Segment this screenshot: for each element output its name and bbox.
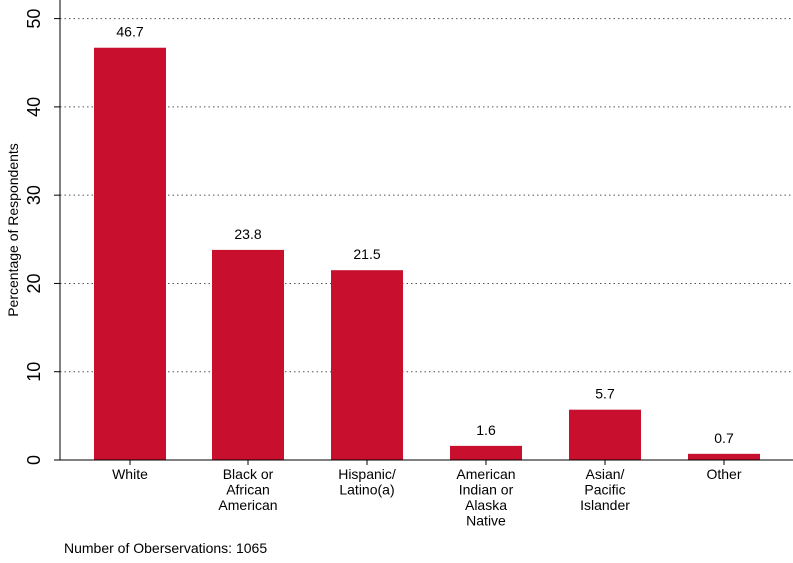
x-tick-label: Hispanic/ [338,466,396,482]
value-label: 46.7 [116,24,143,40]
observations-note: Number of Oberservations: 1065 [64,540,268,556]
value-label: 23.8 [234,226,261,242]
y-tick-labels: 0 10 20 30 40 50 [24,9,44,465]
bar [331,270,403,460]
axes [54,0,793,465]
value-label: 21.5 [353,246,380,262]
x-tick-label: African [226,482,270,498]
gridlines [60,18,793,373]
y-tick-label: 10 [24,362,44,382]
bars [94,47,760,461]
bar [212,249,284,460]
x-tick-label: Asian/ [586,466,625,482]
x-tick-label: Latino(a) [339,482,394,498]
bar [450,445,522,460]
x-tick-label: Islander [580,497,630,513]
x-tick-label: Alaska [465,497,507,513]
bar [569,409,641,460]
y-tick-label: 40 [24,97,44,117]
x-tick-label: Other [706,466,741,482]
y-tick-label: 0 [24,455,44,465]
x-tick-label: White [112,466,148,482]
x-tick-label: Black or [223,466,274,482]
y-axis-label: Percentage of Respondents [5,143,21,317]
bar [94,47,166,461]
x-tick-label: American [218,497,277,513]
y-tick-label: 50 [24,9,44,29]
x-tick-label: American [456,466,515,482]
y-tick-label: 20 [24,273,44,293]
bar [688,453,760,460]
x-tick-label: Indian or [459,482,514,498]
value-label: 5.7 [595,386,615,402]
y-tick-label: 30 [24,185,44,205]
x-tick-label: Pacific [584,482,625,498]
x-tick-label: Native [466,513,506,529]
x-tick-labels: White Black orAfricanAmericanHispanic/Lat… [112,466,742,529]
value-label: 0.7 [714,430,734,446]
value-labels: 46.7 23.8 21.5 1.6 5.7 0.7 [116,24,734,446]
value-label: 1.6 [476,422,496,438]
